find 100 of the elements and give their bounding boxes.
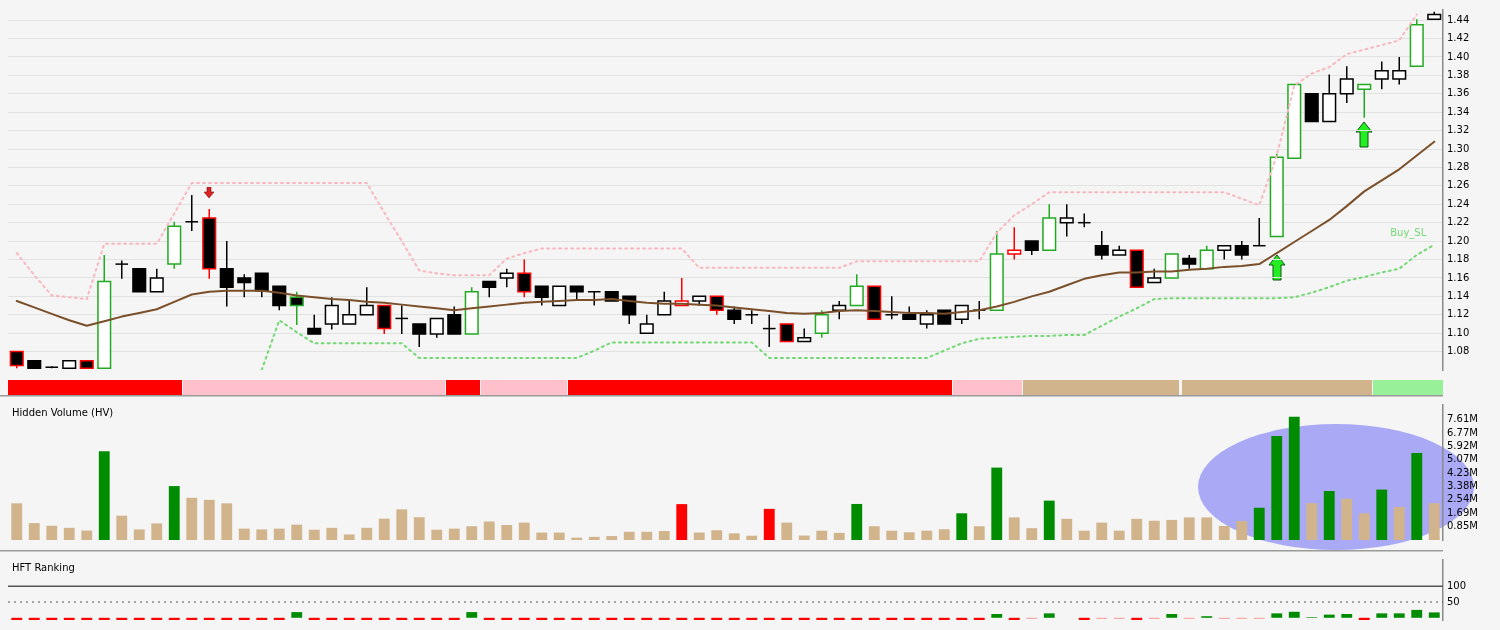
bar [833,532,845,540]
bar [361,527,373,540]
bar [378,617,390,620]
bar [886,530,898,540]
y-tick-label: 1.24 [1447,197,1470,209]
bar [1131,617,1143,620]
bar [991,614,1003,618]
bar [203,617,215,620]
bar [676,617,688,620]
bar [536,617,548,620]
bar [221,503,233,540]
candlestick [237,273,252,299]
bar [798,535,810,540]
bar [886,617,898,620]
bar [868,526,880,540]
bar [518,617,530,620]
y-tick-label: 5.07M [1447,453,1478,465]
bar [361,617,373,620]
bar [483,617,495,620]
y-tick-label: 4.23M [1447,466,1478,478]
candlestick [307,314,322,335]
bar [466,612,478,618]
bar [1008,617,1020,620]
bar [308,617,320,620]
bar [921,530,933,540]
bar [938,617,950,620]
bar [221,617,233,620]
bar [938,529,950,540]
bar [571,617,583,620]
candlestick [622,295,637,325]
bar [623,617,635,620]
bar [116,617,128,620]
bar [518,522,530,540]
bar [501,524,513,540]
bar [991,467,1003,540]
bar [623,531,635,540]
bar [1306,503,1318,540]
bar [536,532,548,540]
bar [851,503,863,540]
bar [658,530,670,540]
candlestick [849,273,864,307]
bar [746,535,758,540]
y-tick-label: 50 [1447,595,1460,607]
bar [641,531,653,540]
candlestick [184,194,199,232]
bar [1043,613,1055,618]
candlestick [744,309,759,325]
y-tick-label: 1.22 [1447,216,1470,228]
candlestick [639,314,654,334]
bar [903,617,915,620]
y-tick-label: 100 [1447,579,1467,591]
candlestick [412,323,427,348]
candlestick [359,286,374,316]
bar [98,451,110,540]
bar [431,617,443,620]
series-label: Buy_SL [1390,227,1427,240]
bar [903,532,915,540]
bar [553,532,565,540]
bar [431,529,443,540]
line-series [260,243,1436,370]
bar [1393,506,1405,540]
bar [1043,500,1055,540]
bar [133,529,145,540]
y-tick-label: 1.42 [1447,32,1470,44]
bar [326,527,338,540]
bar [1393,613,1405,618]
bar [413,617,425,620]
bar [1411,453,1423,540]
bar [11,617,23,620]
bar [466,526,478,540]
bar [1218,525,1230,540]
bar [798,617,810,620]
bar [116,515,128,540]
y-tick-label: 1.38 [1447,68,1470,80]
bar [151,617,163,620]
bar [693,532,705,540]
y-tick-label: 1.28 [1447,161,1470,173]
candlestick [1094,230,1109,261]
bar [1323,614,1335,618]
bar [1358,513,1370,540]
y-tick-label: 3.38M [1447,480,1478,492]
bar [1131,518,1143,540]
bar [1288,416,1300,540]
bar [1113,530,1125,540]
bar [396,509,408,540]
bar [1183,517,1195,540]
candlestick [149,267,164,293]
bar [256,617,268,620]
bar [1201,517,1213,540]
bar [711,530,723,540]
bar [868,617,880,620]
bar [921,617,933,620]
bar [658,617,670,620]
bar [1026,528,1038,540]
bar [1428,503,1440,540]
bar [501,617,513,620]
bar [553,617,565,620]
bar [98,617,110,620]
bar [1358,617,1370,620]
candlestick [1059,203,1074,238]
